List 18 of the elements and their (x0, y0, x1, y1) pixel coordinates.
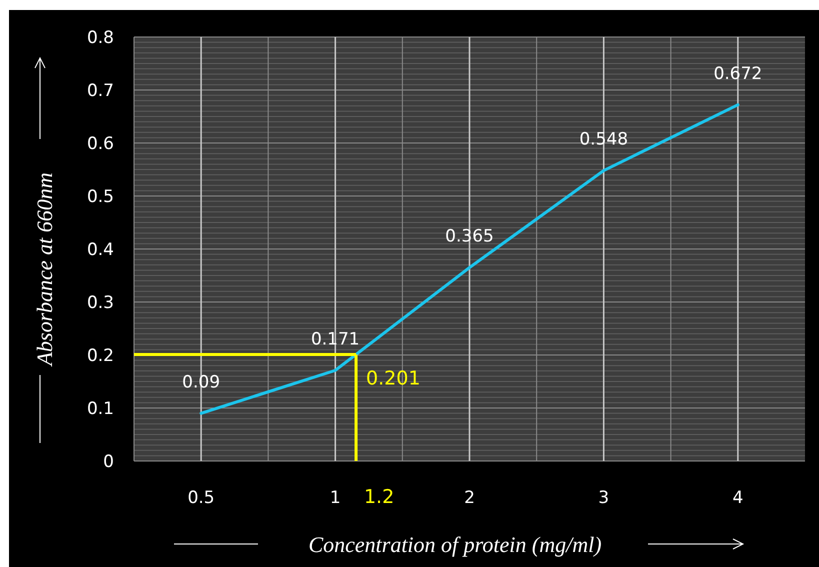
y-tick-label: 0.1 (86, 398, 114, 419)
x-tick-label: 4 (732, 488, 744, 508)
y-tick-label: 0.7 (86, 80, 114, 101)
y-axis-title: Absorbance at 660nm (32, 172, 57, 368)
x-tick-label: 3 (598, 488, 610, 508)
ref-line-label: 0.201 (366, 367, 420, 390)
text: 1.2 (364, 486, 394, 508)
y-tick-label: 0.5 (86, 186, 114, 207)
y-tick-label: 0.6 (86, 134, 114, 154)
x-tick-label: 1 (330, 488, 341, 508)
x-tick-label: 2 (464, 488, 475, 508)
x-axis-title: Concentration of protein (mg/ml) (308, 532, 602, 557)
y-tick-label: 0.2 (86, 346, 114, 366)
y-tick-label: 0 (103, 452, 114, 472)
y-tick-label: 0.4 (86, 240, 114, 260)
y-tick-label: 0.8 (86, 28, 114, 48)
x-tick-label: 0.5 (188, 488, 215, 508)
y-tick-label: 0.3 (86, 292, 114, 313)
